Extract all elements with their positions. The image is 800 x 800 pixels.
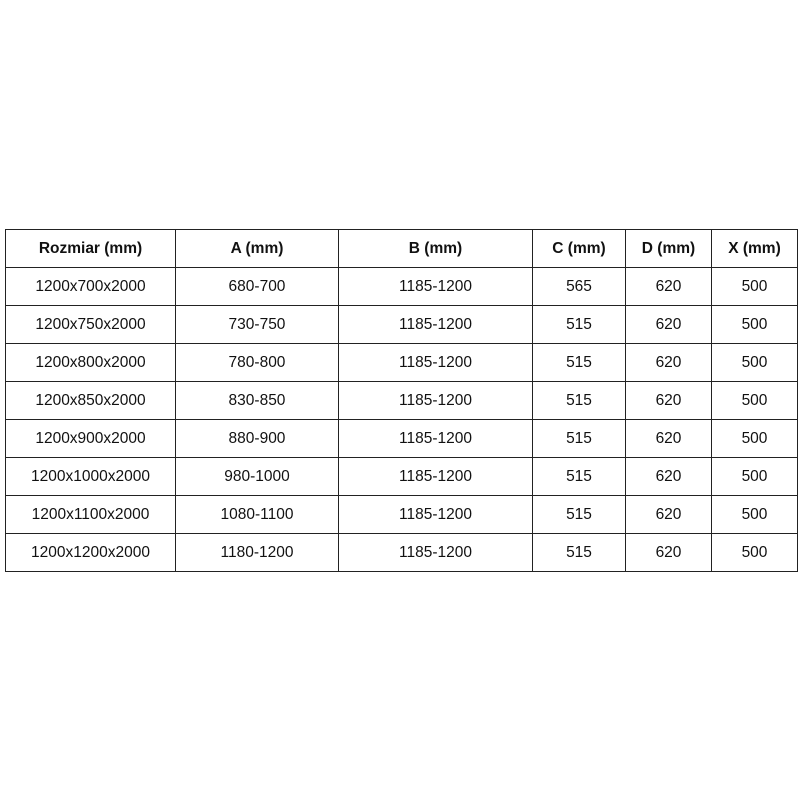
cell-d: 620: [625, 457, 712, 496]
header-size: Rozmiar (mm): [5, 229, 176, 268]
cell-size: 1200x1100x2000: [5, 495, 176, 534]
table-row: 1200x750x2000 730-750 1185-1200 515 620 500: [5, 305, 798, 344]
cell-size: 1200x750x2000: [5, 305, 176, 344]
cell-d: 620: [625, 381, 712, 420]
cell-size: 1200x900x2000: [5, 419, 176, 458]
header-b: B (mm): [338, 229, 533, 268]
cell-x: 500: [711, 419, 798, 458]
cell-d: 620: [625, 305, 712, 344]
cell-d: 620: [625, 533, 712, 572]
dimensions-table: Rozmiar (mm) A (mm) B (mm) C (mm) D (mm)…: [5, 229, 798, 572]
cell-c: 515: [532, 419, 626, 458]
table-row: 1200x1000x2000 980-1000 1185-1200 515 620 500: [5, 457, 798, 496]
cell-a: 730-750: [175, 305, 339, 344]
cell-size: 1200x800x2000: [5, 343, 176, 382]
cell-b: 1185-1200: [338, 533, 533, 572]
table-row: 1200x800x2000 780-800 1185-1200 515 620 500: [5, 343, 798, 382]
cell-d: 620: [625, 343, 712, 382]
cell-a: 980-1000: [175, 457, 339, 496]
cell-a: 880-900: [175, 419, 339, 458]
cell-x: 500: [711, 495, 798, 534]
cell-b: 1185-1200: [338, 419, 533, 458]
cell-d: 620: [625, 495, 712, 534]
table-row: 1200x850x2000 830-850 1185-1200 515 620 500: [5, 381, 798, 420]
table-row: 1200x1100x2000 1080-1100 1185-1200 515 620 50…: [5, 495, 798, 534]
cell-c: 515: [532, 305, 626, 344]
table-row: 1200x700x2000 680-700 1185-1200 565 620 500: [5, 267, 798, 306]
header-c: C (mm): [532, 229, 626, 268]
table-row: 1200x900x2000 880-900 1185-1200 515 620 500: [5, 419, 798, 458]
cell-x: 500: [711, 343, 798, 382]
cell-c: 515: [532, 533, 626, 572]
table-row: 1200x1200x2000 1180-1200 1185-1200 515 620 50…: [5, 533, 798, 572]
cell-x: 500: [711, 305, 798, 344]
cell-c: 515: [532, 495, 626, 534]
cell-x: 500: [711, 267, 798, 306]
header-a: A (mm): [175, 229, 339, 268]
cell-size: 1200x1200x2000: [5, 533, 176, 572]
cell-c: 515: [532, 457, 626, 496]
cell-size: 1200x1000x2000: [5, 457, 176, 496]
cell-b: 1185-1200: [338, 457, 533, 496]
cell-a: 1080-1100: [175, 495, 339, 534]
cell-b: 1185-1200: [338, 267, 533, 306]
cell-b: 1185-1200: [338, 495, 533, 534]
cell-d: 620: [625, 267, 712, 306]
cell-size: 1200x850x2000: [5, 381, 176, 420]
cell-c: 515: [532, 343, 626, 382]
header-x: X (mm): [711, 229, 798, 268]
cell-d: 620: [625, 419, 712, 458]
header-d: D (mm): [625, 229, 712, 268]
cell-b: 1185-1200: [338, 343, 533, 382]
cell-x: 500: [711, 533, 798, 572]
cell-x: 500: [711, 457, 798, 496]
cell-b: 1185-1200: [338, 381, 533, 420]
cell-a: 680-700: [175, 267, 339, 306]
header-row: Rozmiar (mm) A (mm) B (mm) C (mm) D (mm)…: [5, 229, 798, 268]
cell-a: 830-850: [175, 381, 339, 420]
cell-b: 1185-1200: [338, 305, 533, 344]
cell-c: 565: [532, 267, 626, 306]
cell-x: 500: [711, 381, 798, 420]
cell-size: 1200x700x2000: [5, 267, 176, 306]
cell-a: 780-800: [175, 343, 339, 382]
cell-c: 515: [532, 381, 626, 420]
cell-a: 1180-1200: [175, 533, 339, 572]
